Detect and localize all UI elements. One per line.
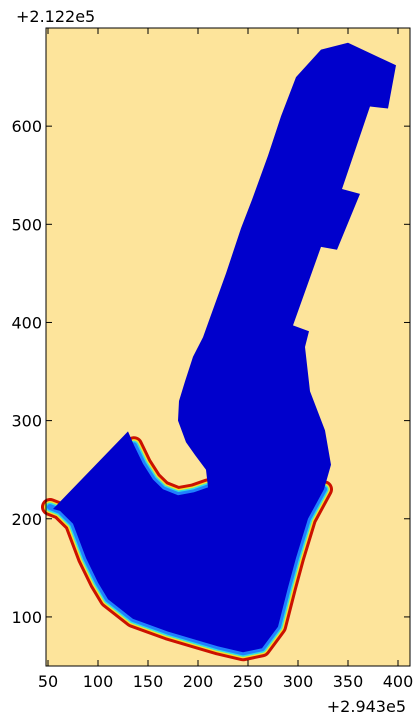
x-tick-label: 400	[383, 672, 414, 691]
y-axis: 100 200 300 400 500 600	[11, 117, 410, 627]
water-region	[53, 42, 396, 653]
x-tick-label: 300	[283, 672, 314, 691]
x-tick-label: 150	[133, 672, 164, 691]
x-offset-label: +2.943e5	[327, 697, 406, 716]
y-offset-label: +2.122e5	[16, 7, 95, 26]
y-tick-label: 100	[11, 608, 42, 627]
x-tick-label: 200	[183, 672, 214, 691]
x-tick-label: 100	[83, 672, 114, 691]
x-tick-label: 250	[233, 672, 264, 691]
y-tick-label: 300	[11, 412, 42, 431]
y-tick-label: 200	[11, 510, 42, 529]
x-tick-label: 350	[333, 672, 364, 691]
y-tick-label: 500	[11, 215, 42, 234]
y-tick-label: 600	[11, 117, 42, 136]
y-tick-label: 400	[11, 313, 42, 332]
x-tick-label: 50	[38, 672, 58, 691]
plot-frame	[45, 27, 411, 667]
x-axis: 50 100 150 200 250 300 350 400	[38, 28, 413, 691]
